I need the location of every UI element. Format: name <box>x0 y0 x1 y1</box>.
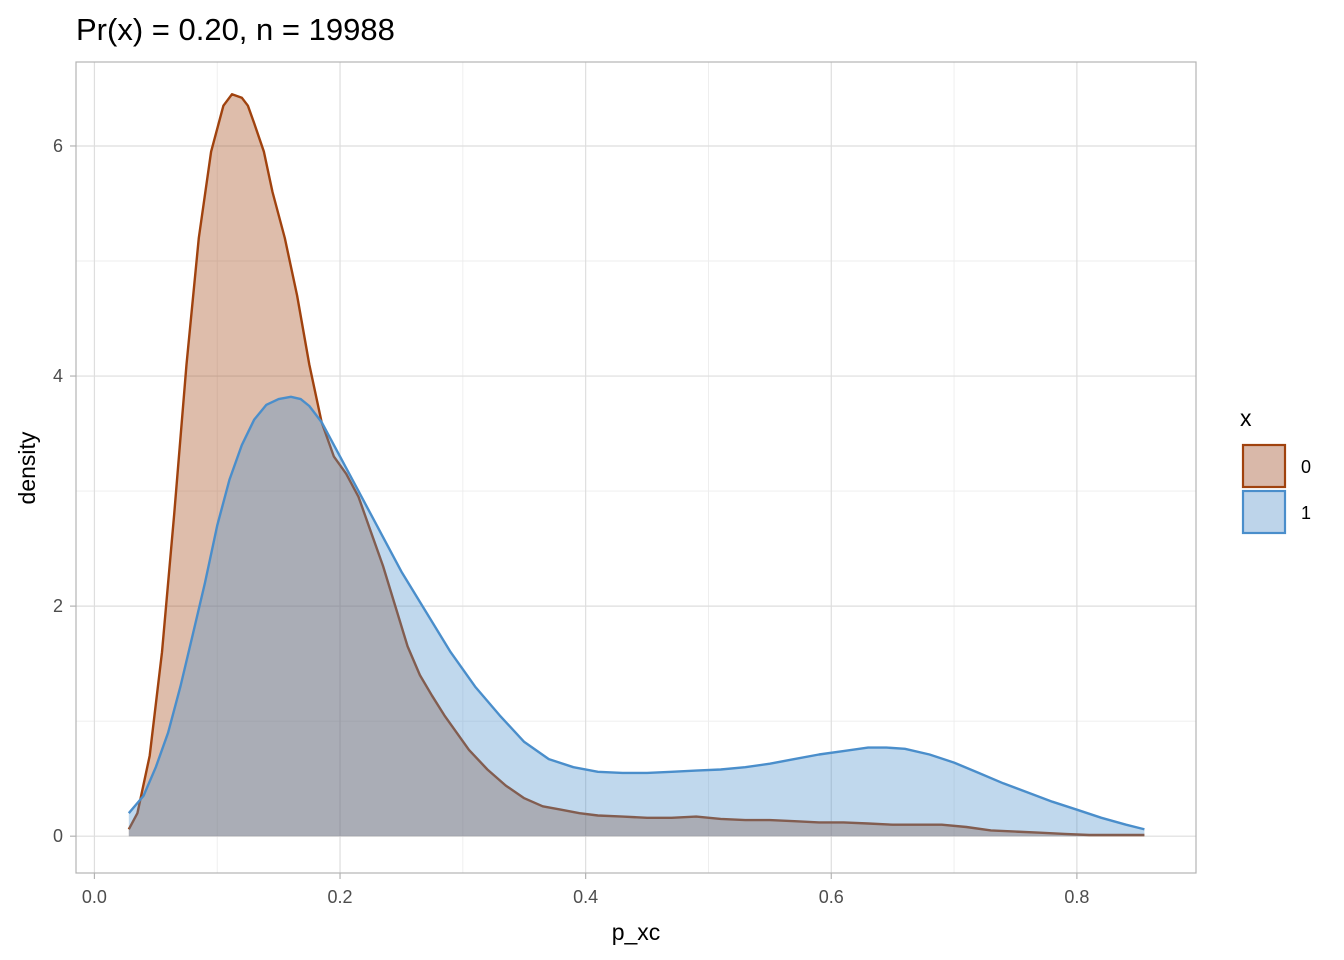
y-tick-label: 0 <box>53 826 63 846</box>
legend-title: x <box>1240 405 1252 431</box>
y-axis: 0 2 4 6 <box>53 136 76 846</box>
x-axis-title: p_xc <box>612 919 661 945</box>
x-tick-label: 0.4 <box>573 887 598 907</box>
legend-label-1: 1 <box>1301 503 1311 523</box>
y-axis-title: density <box>14 431 40 504</box>
x-tick-label: 0.8 <box>1064 887 1089 907</box>
legend-items: 01 <box>1241 443 1311 535</box>
grid-minor <box>76 62 1196 873</box>
x-tick-label: 0.0 <box>82 887 107 907</box>
series-0 <box>127 93 1145 837</box>
series-1-line <box>127 395 1145 831</box>
x-tick-label: 0.6 <box>819 887 844 907</box>
y-tick-label: 2 <box>53 596 63 616</box>
legend: x 01 <box>1240 405 1311 535</box>
x-tick-label: 0.2 <box>328 887 353 907</box>
series-0-area <box>128 94 1145 837</box>
grid-major <box>76 62 1196 873</box>
plot-panel-border <box>75 61 1197 874</box>
x-axis: 0.0 0.2 0.4 0.6 0.8 <box>82 873 1089 907</box>
legend-key-1 <box>1241 489 1287 535</box>
y-tick-label: 4 <box>53 366 63 386</box>
series-layer <box>127 93 1145 837</box>
chart-title: Pr(x) = 0.20, n = 19988 <box>76 12 395 47</box>
y-tick-label: 6 <box>53 136 63 156</box>
legend-label-0: 0 <box>1301 457 1311 477</box>
series-1 <box>127 395 1145 837</box>
series-0-line <box>127 93 1145 837</box>
legend-key-0 <box>1241 443 1287 489</box>
series-1-area <box>128 396 1145 837</box>
